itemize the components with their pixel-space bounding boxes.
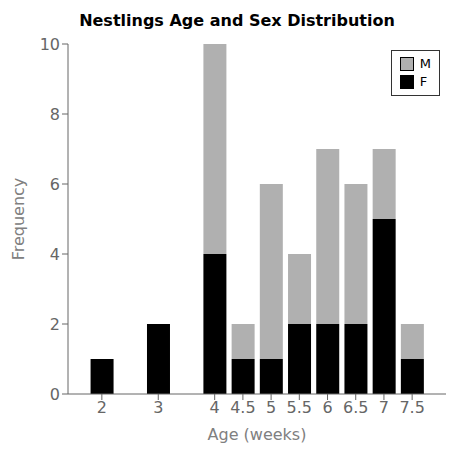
- html-text:Nestlings Age and Sex Distribu: Nestlings Age and Sex Distribution: [79, 11, 395, 30]
- svg-text:10: 10: [40, 35, 60, 54]
- html-text:M: M: [419, 56, 431, 71]
- svg-text:2: 2: [50, 315, 60, 334]
- svg-text:5: 5: [266, 398, 276, 417]
- svg-text:6: 6: [322, 398, 332, 417]
- svg-text:2: 2: [97, 398, 107, 417]
- svg-text:Age (weeks): Age (weeks): [208, 425, 307, 444]
- svg-text:4.5: 4.5: [230, 398, 255, 417]
- svg-text:7.5: 7.5: [399, 398, 424, 417]
- svg-text:5.5: 5.5: [287, 398, 312, 417]
- svg-text:8: 8: [50, 105, 60, 124]
- svg-text:4: 4: [210, 398, 220, 417]
- svg-text:6: 6: [50, 175, 60, 194]
- svg-text:3: 3: [153, 398, 163, 417]
- svg-text:6.5: 6.5: [343, 398, 368, 417]
- html-text:F: F: [419, 74, 428, 89]
- svg-text:4: 4: [50, 245, 60, 264]
- svg-text:7: 7: [379, 398, 389, 417]
- svg-text:0: 0: [50, 385, 60, 404]
- svg-text:Frequency: Frequency: [9, 178, 28, 261]
